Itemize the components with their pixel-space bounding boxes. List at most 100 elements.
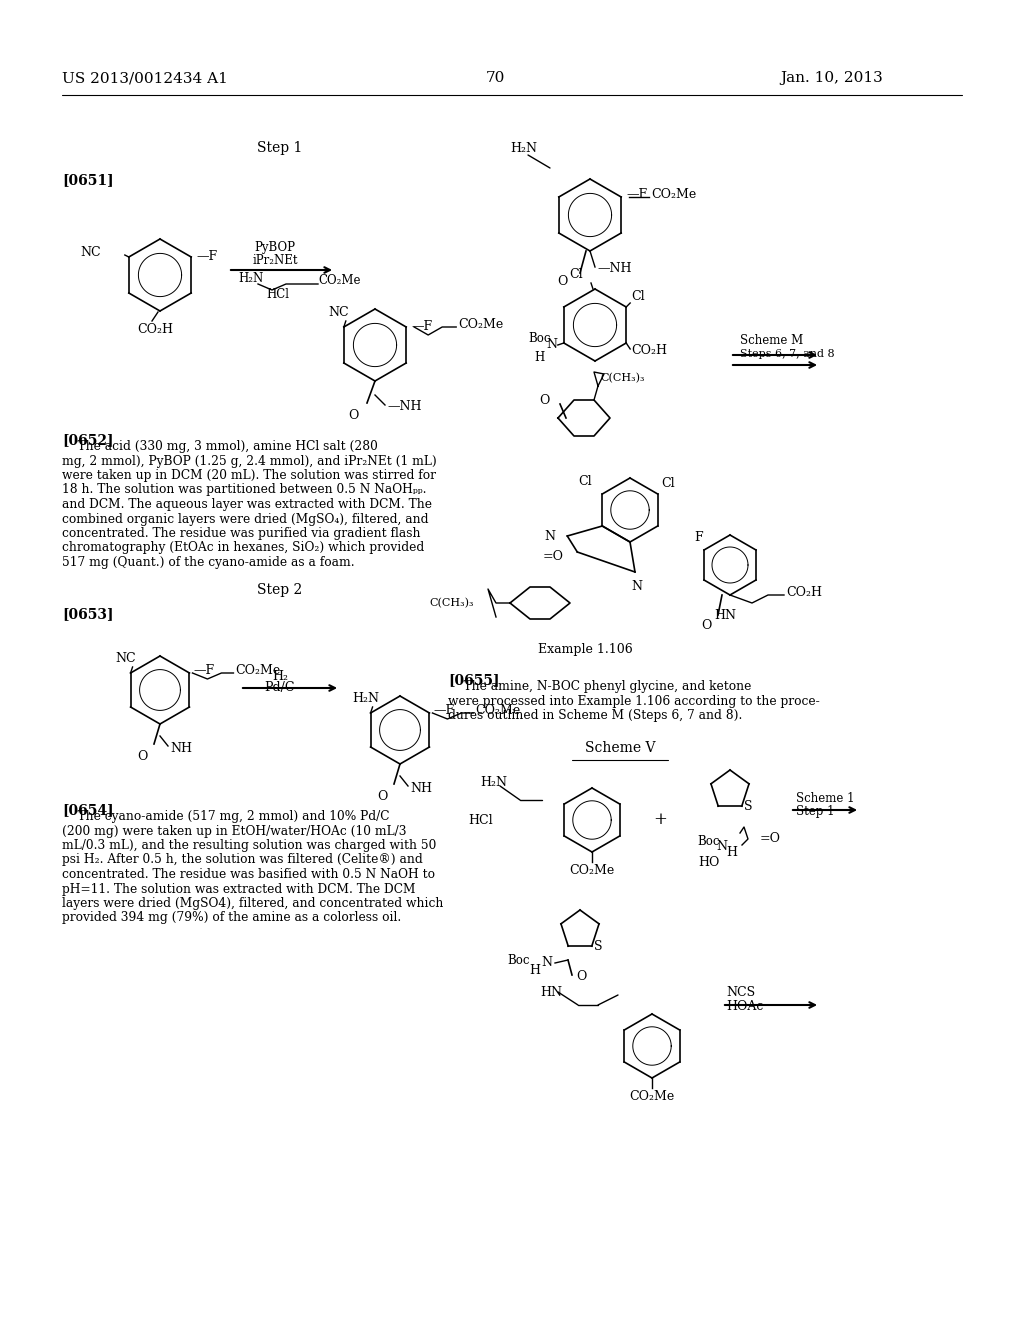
Text: HN: HN — [714, 609, 736, 622]
Text: NH: NH — [410, 781, 432, 795]
Text: O: O — [557, 275, 567, 288]
Text: N: N — [717, 841, 727, 854]
Text: Scheme V: Scheme V — [585, 741, 655, 755]
Text: [0652]: [0652] — [62, 433, 114, 447]
Text: NC: NC — [80, 247, 100, 260]
Text: Step 1: Step 1 — [796, 804, 835, 817]
Text: Steps 6, 7, and 8: Steps 6, 7, and 8 — [740, 348, 835, 359]
Text: mL/0.3 mL), and the resulting solution was charged with 50: mL/0.3 mL), and the resulting solution w… — [62, 840, 436, 851]
Text: N: N — [545, 529, 555, 543]
Text: Boc: Boc — [697, 836, 720, 847]
Text: and DCM. The aqueous layer was extracted with DCM. The: and DCM. The aqueous layer was extracted… — [62, 498, 432, 511]
Text: O: O — [700, 619, 712, 632]
Text: Cl: Cl — [631, 290, 645, 304]
Text: [0651]: [0651] — [62, 173, 114, 187]
Text: Cl: Cl — [569, 268, 583, 281]
Text: —NH: —NH — [387, 400, 422, 413]
Text: were taken up in DCM (20 mL). The solution was stirred for: were taken up in DCM (20 mL). The soluti… — [62, 469, 436, 482]
Text: HOAc: HOAc — [726, 1001, 763, 1014]
Text: CO₂H: CO₂H — [137, 323, 173, 337]
Text: O: O — [348, 409, 358, 422]
Text: were processed into Example 1.106 according to the proce-: were processed into Example 1.106 accord… — [449, 694, 820, 708]
Text: Cl: Cl — [662, 477, 676, 490]
Text: CO₂Me: CO₂Me — [569, 865, 614, 876]
Text: CO₂Me: CO₂Me — [651, 189, 696, 202]
Text: H₂: H₂ — [272, 669, 288, 682]
Text: H₂N: H₂N — [352, 692, 379, 705]
Text: —NH: —NH — [597, 263, 632, 276]
Text: (200 mg) were taken up in EtOH/water/HOAc (10 mL/3: (200 mg) were taken up in EtOH/water/HOA… — [62, 825, 407, 837]
Text: The cyano-amide (517 mg, 2 mmol) and 10% Pd/C: The cyano-amide (517 mg, 2 mmol) and 10%… — [62, 810, 389, 822]
Text: =O: =O — [760, 833, 781, 846]
Text: The amine, N-BOC phenyl glycine, and ketone: The amine, N-BOC phenyl glycine, and ket… — [449, 680, 752, 693]
Text: combined organic layers were dried (MgSO₄), filtered, and: combined organic layers were dried (MgSO… — [62, 512, 428, 525]
Text: provided 394 mg (79%) of the amine as a colorless oil.: provided 394 mg (79%) of the amine as a … — [62, 912, 401, 924]
Text: Cl: Cl — [579, 475, 592, 488]
Text: +: + — [653, 812, 667, 829]
Text: HN: HN — [540, 986, 562, 998]
Text: CO₂H: CO₂H — [631, 345, 668, 358]
Text: NC: NC — [116, 652, 136, 665]
Text: CO₂Me: CO₂Me — [458, 318, 504, 331]
Text: NCS: NCS — [726, 986, 755, 998]
Text: F: F — [694, 531, 703, 544]
Text: CO₂H: CO₂H — [786, 586, 822, 599]
Text: [0654]: [0654] — [62, 803, 114, 817]
Text: Boc: Boc — [508, 953, 530, 966]
Text: Scheme M: Scheme M — [740, 334, 803, 346]
Text: C(CH₃)₃: C(CH₃)₃ — [600, 372, 644, 383]
Text: US 2013/0012434 A1: US 2013/0012434 A1 — [62, 71, 228, 84]
Text: N: N — [547, 338, 557, 351]
Text: PyBOP: PyBOP — [255, 242, 296, 255]
Text: CO₂Me: CO₂Me — [630, 1090, 675, 1104]
Text: HO: HO — [698, 857, 720, 870]
Text: O: O — [575, 969, 587, 982]
Text: C(CH₃)₃: C(CH₃)₃ — [429, 598, 474, 609]
Text: S: S — [743, 800, 753, 813]
Text: O: O — [539, 393, 549, 407]
Text: =O: =O — [543, 549, 563, 562]
Text: N: N — [542, 957, 553, 969]
Text: Boc: Boc — [528, 333, 551, 346]
Text: CO₂Me: CO₂Me — [318, 273, 360, 286]
Text: pH=11. The solution was extracted with DCM. The DCM: pH=11. The solution was extracted with D… — [62, 883, 416, 895]
Text: —F: —F — [412, 321, 432, 334]
Text: CO₂Me: CO₂Me — [236, 664, 281, 677]
Text: H₂N: H₂N — [238, 272, 263, 285]
Text: S: S — [594, 940, 602, 953]
Text: —F: —F — [197, 251, 217, 264]
Text: [0653]: [0653] — [62, 607, 114, 620]
Text: CO₂Me: CO₂Me — [475, 705, 520, 718]
Text: 517 mg (Quant.) of the cyano-amide as a foam.: 517 mg (Quant.) of the cyano-amide as a … — [62, 556, 354, 569]
Text: H: H — [726, 846, 737, 859]
Text: chromatography (EtOAc in hexanes, SiO₂) which provided: chromatography (EtOAc in hexanes, SiO₂) … — [62, 541, 424, 554]
Text: dures outlined in Scheme M (Steps 6, 7 and 8).: dures outlined in Scheme M (Steps 6, 7 a… — [449, 709, 742, 722]
Text: Example 1.106: Example 1.106 — [538, 644, 633, 656]
Text: NC: NC — [329, 306, 349, 319]
Text: Pd/C: Pd/C — [265, 681, 295, 694]
Text: H: H — [529, 964, 541, 977]
Text: N: N — [632, 579, 642, 593]
Text: O: O — [137, 750, 147, 763]
Text: Step 1: Step 1 — [257, 141, 303, 154]
Text: H: H — [535, 351, 545, 364]
Text: 18 h. The solution was partitioned between 0.5 N NaOHₚₚ.: 18 h. The solution was partitioned betwe… — [62, 483, 427, 496]
Text: Scheme 1: Scheme 1 — [796, 792, 854, 804]
Text: —F: —F — [627, 189, 647, 202]
Text: The acid (330 mg, 3 mmol), amine HCl salt (280: The acid (330 mg, 3 mmol), amine HCl sal… — [62, 440, 378, 453]
Text: psi H₂. After 0.5 h, the solution was filtered (Celite®) and: psi H₂. After 0.5 h, the solution was fi… — [62, 854, 423, 866]
Text: HCl: HCl — [266, 289, 290, 301]
Text: Jan. 10, 2013: Jan. 10, 2013 — [780, 71, 883, 84]
Text: layers were dried (MgSO4), filtered, and concentrated which: layers were dried (MgSO4), filtered, and… — [62, 898, 443, 909]
Text: H₂N: H₂N — [480, 776, 507, 788]
Text: NH: NH — [170, 742, 193, 755]
Text: iPr₂NEt: iPr₂NEt — [252, 253, 298, 267]
Text: [0655]: [0655] — [449, 673, 500, 686]
Text: concentrated. The residue was purified via gradient flash: concentrated. The residue was purified v… — [62, 527, 421, 540]
Text: —F: —F — [433, 705, 455, 718]
Text: —F: —F — [194, 664, 215, 677]
Text: H₂N: H₂N — [510, 141, 537, 154]
Text: mg, 2 mmol), PyBOP (1.25 g, 2.4 mmol), and iPr₂NEt (1 mL): mg, 2 mmol), PyBOP (1.25 g, 2.4 mmol), a… — [62, 454, 437, 467]
Text: HCl: HCl — [468, 813, 493, 826]
Text: 70: 70 — [485, 71, 505, 84]
